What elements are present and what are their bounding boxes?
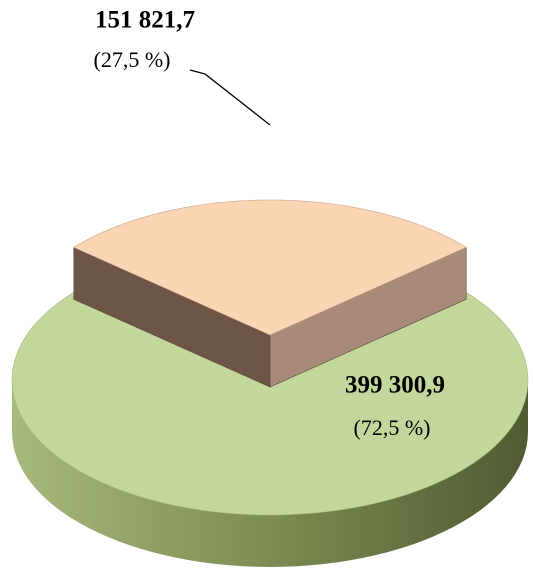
slice	[11, 291, 529, 516]
slice-value-label: 151 821,7	[95, 7, 195, 34]
slice-percent-label: (27,5 %)	[94, 47, 171, 72]
slices	[11, 199, 529, 567]
slice-value-label: 399 300,9	[345, 372, 445, 399]
slice-percent-label: (72,5 %)	[354, 415, 431, 440]
leader-line	[189, 69, 271, 126]
slice-side	[12, 380, 528, 567]
slice	[73, 199, 467, 336]
